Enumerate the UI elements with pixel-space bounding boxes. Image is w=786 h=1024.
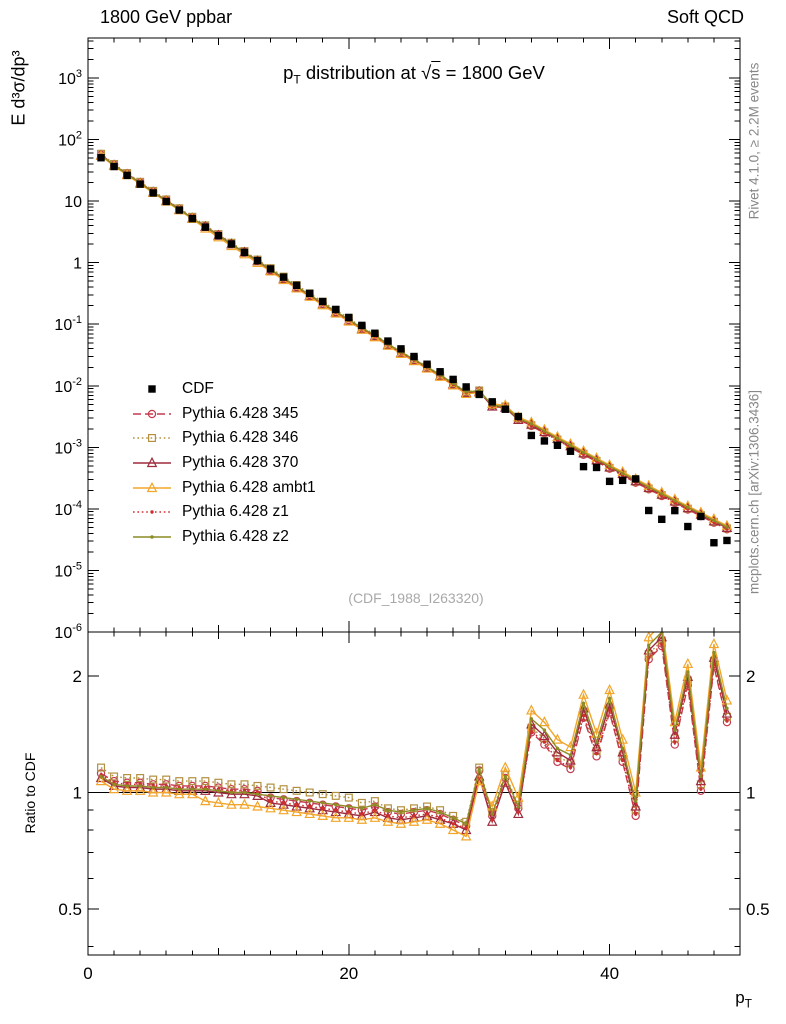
legend-item-pythia-6-428-346: Pythia 6.428 346 — [131, 426, 316, 451]
legend-item-pythia-6-428-z1: Pythia 6.428 z1 — [131, 500, 316, 525]
svg-text:103: 103 — [58, 68, 82, 88]
legend-marker-pythia-6-428-370 — [133, 456, 171, 468]
analysis-id-watermark: (CDF_1988_I263320) — [348, 590, 484, 606]
svg-text:0: 0 — [83, 964, 92, 983]
svg-text:2: 2 — [746, 667, 755, 686]
header-beam-info: 1800 GeV ppbar — [100, 7, 233, 27]
legend-item-cdf: CDF — [131, 377, 316, 402]
svg-text:0.5: 0.5 — [746, 900, 770, 919]
legend-marker-pythia-6-428-z1 — [133, 510, 171, 514]
svg-text:10-4: 10-4 — [54, 499, 82, 519]
rivet-version-note: Rivet 4.1.0, ≥ 2.2M events — [746, 62, 762, 220]
legend-item-pythia-6-428-ambt1: Pythia 6.428 ambt1 — [131, 475, 316, 500]
plot-title: pT distribution at √s = 1800 GeV — [283, 62, 545, 87]
legend-label-pythia-6-428-346: Pythia 6.428 346 — [182, 429, 299, 447]
legend-label-pythia-6-428-ambt1: Pythia 6.428 ambt1 — [182, 478, 316, 496]
mcplots-note: mcplots.cern.ch [arXiv:1306.3436] — [746, 389, 762, 595]
svg-text:1: 1 — [73, 256, 82, 273]
title-pt-sub: T — [293, 72, 301, 87]
legend-marker-pythia-6-428-z2 — [133, 535, 171, 539]
svg-text:10-5: 10-5 — [54, 560, 82, 580]
legend-label-pythia-6-428-z2: Pythia 6.428 z2 — [182, 527, 289, 545]
header-process-group: Soft QCD — [666, 7, 744, 27]
svg-text:10-3: 10-3 — [54, 437, 82, 457]
svg-text:1: 1 — [73, 783, 82, 802]
svg-text:2: 2 — [73, 667, 82, 686]
legend-marker-pythia-6-428-345 — [133, 409, 171, 419]
title-pt: p — [283, 62, 294, 83]
svg-text:1: 1 — [746, 783, 755, 802]
x-axis-label-p: p — [735, 988, 745, 1007]
legend-item-pythia-6-428-345: Pythia 6.428 345 — [131, 402, 316, 427]
legend-label-pythia-6-428-370: Pythia 6.428 370 — [182, 454, 299, 472]
legend-marker-cdf — [148, 385, 156, 393]
svg-text:102: 102 — [58, 130, 82, 150]
x-axis-label: pT — [735, 988, 752, 1010]
y-axis-label-main: E d³σ/dp³ — [8, 50, 29, 126]
svg-text:10: 10 — [64, 194, 82, 211]
legend-item-pythia-6-428-z2: Pythia 6.428 z2 — [131, 525, 316, 550]
svg-text:10-1: 10-1 — [54, 314, 82, 334]
legend: CDF Pythia 6.428 345 Pythia 6.428 346 Pythi… — [131, 377, 316, 549]
legend-label-pythia-6-428-z1: Pythia 6.428 z1 — [182, 503, 289, 521]
x-axis-label-sub: T — [744, 996, 752, 1011]
svg-text:10-2: 10-2 — [54, 376, 82, 396]
legend-label-pythia-6-428-345: Pythia 6.428 345 — [182, 404, 299, 422]
title-sqrt-sign: √ — [421, 62, 432, 83]
title-sqrt-arg: s — [431, 62, 441, 83]
legend-marker-pythia-6-428-ambt1 — [133, 481, 171, 492]
svg-text:40: 40 — [600, 964, 619, 983]
legend-label-cdf: CDF — [182, 380, 214, 398]
legend-marker-pythia-6-428-346 — [133, 434, 171, 443]
title-energy: = 1800 GeV — [440, 62, 545, 83]
legend-item-pythia-6-428-370: Pythia 6.428 370 — [131, 451, 316, 476]
title-text: distribution at — [300, 62, 422, 83]
svg-text:0.5: 0.5 — [58, 900, 82, 919]
svg-text:20: 20 — [339, 964, 358, 983]
y-axis-label-ratio: Ratio to CDF — [22, 752, 38, 834]
svg-text:10-6: 10-6 — [54, 622, 82, 642]
